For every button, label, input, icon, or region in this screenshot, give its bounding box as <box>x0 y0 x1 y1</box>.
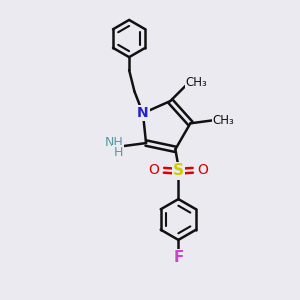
Text: CH₃: CH₃ <box>185 76 207 89</box>
Text: F: F <box>173 250 184 265</box>
Text: NH: NH <box>105 136 123 149</box>
Text: N: N <box>137 106 149 120</box>
Text: O: O <box>148 163 160 177</box>
Text: CH₃: CH₃ <box>212 114 234 127</box>
Text: H: H <box>113 146 123 159</box>
Text: O: O <box>197 163 208 177</box>
Text: S: S <box>173 164 184 178</box>
